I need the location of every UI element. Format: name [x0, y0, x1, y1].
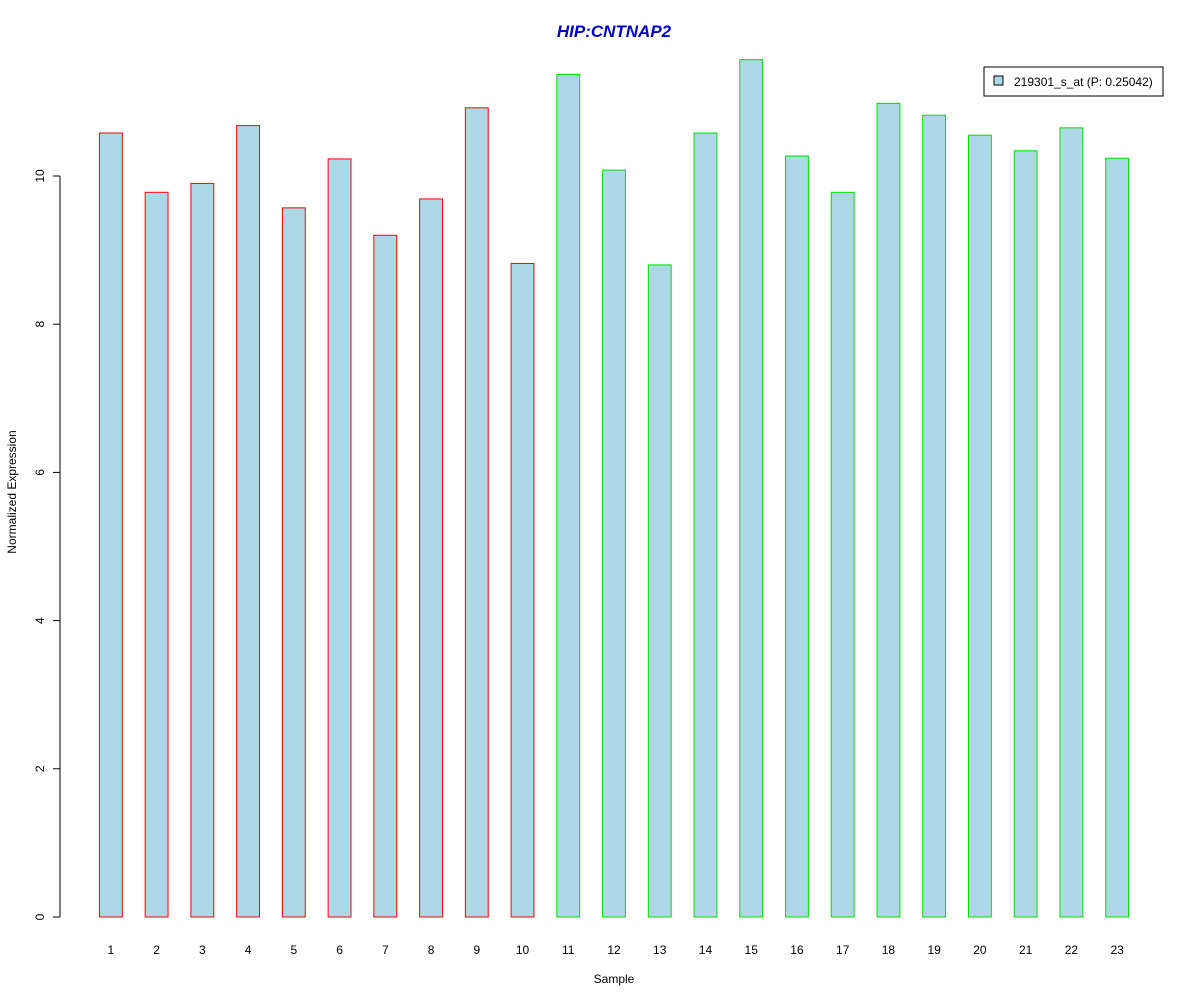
- x-tick-label: 5: [290, 943, 297, 957]
- x-tick-label: 22: [1065, 943, 1079, 957]
- bar-sample-23: [1105, 157, 1130, 918]
- x-tick-label: 2: [153, 943, 160, 957]
- x-tick-label: 19: [927, 943, 941, 957]
- bar-sample-2: [144, 191, 169, 918]
- x-tick-label: 3: [199, 943, 206, 957]
- x-tick-label: 13: [653, 943, 667, 957]
- bar-sample-7: [373, 234, 398, 918]
- y-tick-label: 4: [33, 617, 47, 624]
- legend-box: [983, 66, 1164, 97]
- bar-sample-15: [739, 59, 764, 918]
- x-tick-label: 21: [1019, 943, 1033, 957]
- legend: 219301_s_at (P: 0.25042): [983, 66, 1164, 97]
- chart-title: HIP:CNTNAP2: [557, 22, 672, 41]
- bar-sample-6: [327, 158, 352, 918]
- bar-sample-13: [647, 264, 672, 918]
- legend-label: 219301_s_at (P: 0.25042): [1014, 75, 1153, 89]
- y-tick-label: 10: [33, 169, 47, 183]
- bar-sample-11: [556, 73, 581, 918]
- x-tick-label: 4: [245, 943, 252, 957]
- x-tick-label: 18: [882, 943, 896, 957]
- x-axis-label: Sample: [594, 972, 635, 986]
- bar-sample-14: [693, 132, 718, 918]
- bar-sample-10: [510, 262, 535, 918]
- x-tick-label: 8: [428, 943, 435, 957]
- bar-sample-22: [1059, 127, 1084, 918]
- bar-sample-8: [419, 198, 443, 918]
- x-tick-labels: 1 2 3 4 5 6 7 8 9 10 11 12 13 14 15 16 17 18 19 20 21 22 23: [108, 943, 1125, 957]
- x-tick-label: 1: [108, 943, 115, 957]
- x-tick-label: 6: [336, 943, 343, 957]
- y-tick-label: 2: [33, 765, 47, 772]
- bar-sample-20: [967, 134, 992, 918]
- bar-sample-16: [785, 155, 809, 918]
- bar-sample-5: [281, 207, 306, 918]
- x-tick-label: 16: [790, 943, 804, 957]
- x-tick-label: 11: [562, 943, 575, 957]
- bar-sample-17: [830, 191, 855, 918]
- x-tick-label: 15: [745, 943, 759, 957]
- bar-sample-3: [190, 182, 215, 918]
- y-tick-label: 8: [33, 321, 47, 328]
- bar-sample-21: [1013, 150, 1038, 918]
- y-tick-label: 6: [33, 469, 47, 476]
- x-tick-label: 23: [1110, 943, 1124, 957]
- x-tick-label: 17: [836, 943, 850, 957]
- bar-sample-12: [602, 169, 626, 918]
- x-tick-label: 20: [973, 943, 987, 957]
- bar-sample-18: [876, 102, 901, 918]
- y-axis: 0 2 4 6 8 10: [33, 169, 61, 920]
- x-tick-label: 7: [382, 943, 389, 957]
- y-axis-label: Normalized Expression: [5, 430, 19, 553]
- bars: [98, 59, 1130, 918]
- bar-sample-9: [464, 107, 489, 918]
- legend-swatch: [993, 75, 1004, 86]
- y-tick-label: 0: [33, 913, 47, 920]
- x-tick-label: 12: [607, 943, 621, 957]
- bar-sample-19: [922, 114, 947, 918]
- x-tick-label: 9: [473, 943, 480, 957]
- bar-sample-4: [236, 125, 261, 918]
- x-tick-label: 10: [516, 943, 530, 957]
- x-tick-label: 14: [699, 943, 713, 957]
- bar-sample-1: [98, 132, 123, 918]
